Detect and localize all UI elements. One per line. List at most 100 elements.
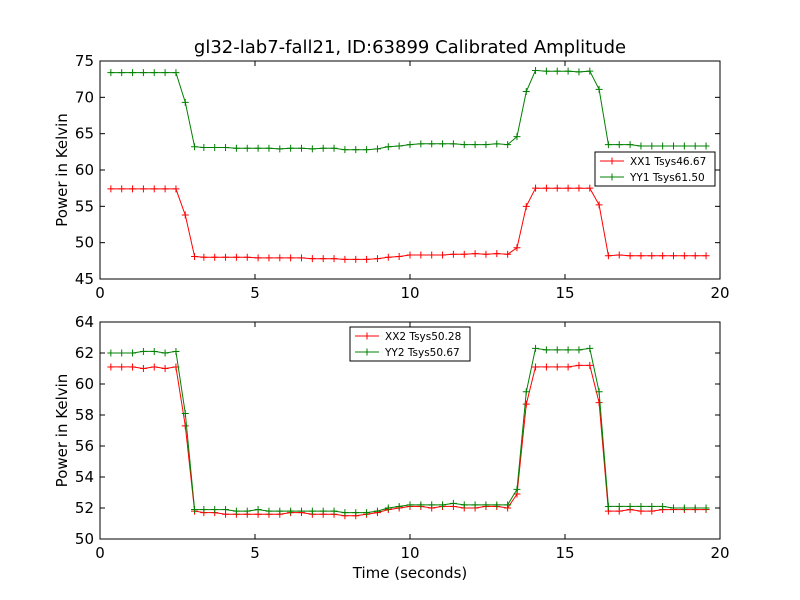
data-point xyxy=(222,253,230,261)
data-point xyxy=(439,140,447,148)
data-point xyxy=(542,67,550,75)
data-point xyxy=(471,501,479,509)
x-tick-label: 10 xyxy=(400,284,419,302)
data-point xyxy=(564,184,572,192)
data-point xyxy=(222,506,230,514)
y-tick-label: 75 xyxy=(75,52,94,70)
data-point xyxy=(648,142,656,150)
data-point xyxy=(637,252,645,260)
data-point xyxy=(460,250,468,258)
data-point xyxy=(595,399,603,407)
x-axis-label: Time (seconds) xyxy=(352,564,468,582)
data-point xyxy=(586,344,594,352)
data-point xyxy=(373,255,381,263)
data-point xyxy=(129,69,137,77)
data-point xyxy=(691,504,699,512)
y-tick-label: 52 xyxy=(75,499,94,517)
data-point xyxy=(670,504,677,512)
data-point xyxy=(118,69,126,77)
data-point xyxy=(428,251,436,259)
data-point xyxy=(150,347,158,355)
data-point xyxy=(564,346,572,354)
data-point xyxy=(471,250,479,258)
data-point xyxy=(330,144,338,152)
data-point xyxy=(172,185,180,193)
data-point xyxy=(513,133,521,141)
data-point xyxy=(532,66,540,74)
data-point xyxy=(308,145,316,153)
data-point xyxy=(352,255,360,263)
data-point xyxy=(384,253,392,261)
data-point xyxy=(352,509,360,517)
x-tick-label: 15 xyxy=(555,284,574,302)
data-point xyxy=(659,142,667,150)
legend-marker xyxy=(363,332,371,340)
data-point xyxy=(702,252,710,260)
legend-marker xyxy=(363,348,371,356)
x-tick-label: 20 xyxy=(710,284,729,302)
y-tick-label: 62 xyxy=(75,344,94,362)
data-point xyxy=(702,504,710,512)
data-point xyxy=(575,184,583,192)
y-tick-label: 58 xyxy=(75,406,94,424)
data-point xyxy=(254,144,262,152)
data-point xyxy=(637,502,645,510)
data-point xyxy=(200,506,208,514)
data-point xyxy=(504,250,512,258)
y-tick-label: 60 xyxy=(75,161,94,179)
data-point xyxy=(308,507,316,515)
data-point xyxy=(384,504,392,512)
data-point xyxy=(232,253,240,261)
data-point xyxy=(522,202,530,210)
data-point xyxy=(460,501,468,509)
data-point xyxy=(504,141,512,149)
data-point xyxy=(522,88,530,96)
data-point xyxy=(553,184,561,192)
data-point xyxy=(439,251,447,259)
data-point xyxy=(604,502,612,510)
data-point xyxy=(648,502,656,510)
data-point xyxy=(532,344,540,352)
data-point xyxy=(211,143,219,151)
data-point xyxy=(265,144,273,152)
data-point xyxy=(691,252,699,260)
legend-box xyxy=(349,326,471,362)
data-point xyxy=(482,141,490,149)
data-point xyxy=(181,409,189,417)
data-point xyxy=(191,252,199,260)
data-point xyxy=(118,349,126,357)
data-point xyxy=(265,507,273,515)
x-tick-label: 10 xyxy=(400,544,419,562)
data-point xyxy=(276,145,284,153)
data-point xyxy=(129,185,137,193)
data-point xyxy=(319,255,327,263)
data-point xyxy=(181,422,189,430)
data-point xyxy=(542,363,550,371)
data-point xyxy=(363,509,371,517)
data-point xyxy=(553,67,561,75)
data-point xyxy=(417,251,425,259)
data-point xyxy=(150,363,158,371)
x-tick-label: 5 xyxy=(250,284,260,302)
y-tick-label: 64 xyxy=(75,313,94,331)
x-tick-label: 5 xyxy=(250,544,260,562)
data-point xyxy=(287,254,295,262)
data-point xyxy=(417,140,425,148)
data-point xyxy=(626,141,634,149)
data-point xyxy=(595,388,603,396)
data-point xyxy=(604,141,612,149)
data-point xyxy=(564,67,572,75)
data-point xyxy=(161,365,169,372)
data-point xyxy=(181,98,189,106)
data-point xyxy=(595,85,603,93)
data-point xyxy=(200,143,208,151)
data-point xyxy=(449,140,457,148)
data-point xyxy=(482,501,490,509)
data-point xyxy=(395,142,403,150)
data-point xyxy=(471,141,479,149)
y-tick-label: 60 xyxy=(75,375,94,393)
data-point xyxy=(532,184,540,192)
legend-marker xyxy=(608,173,616,181)
data-point xyxy=(670,142,677,150)
data-point xyxy=(129,349,137,357)
